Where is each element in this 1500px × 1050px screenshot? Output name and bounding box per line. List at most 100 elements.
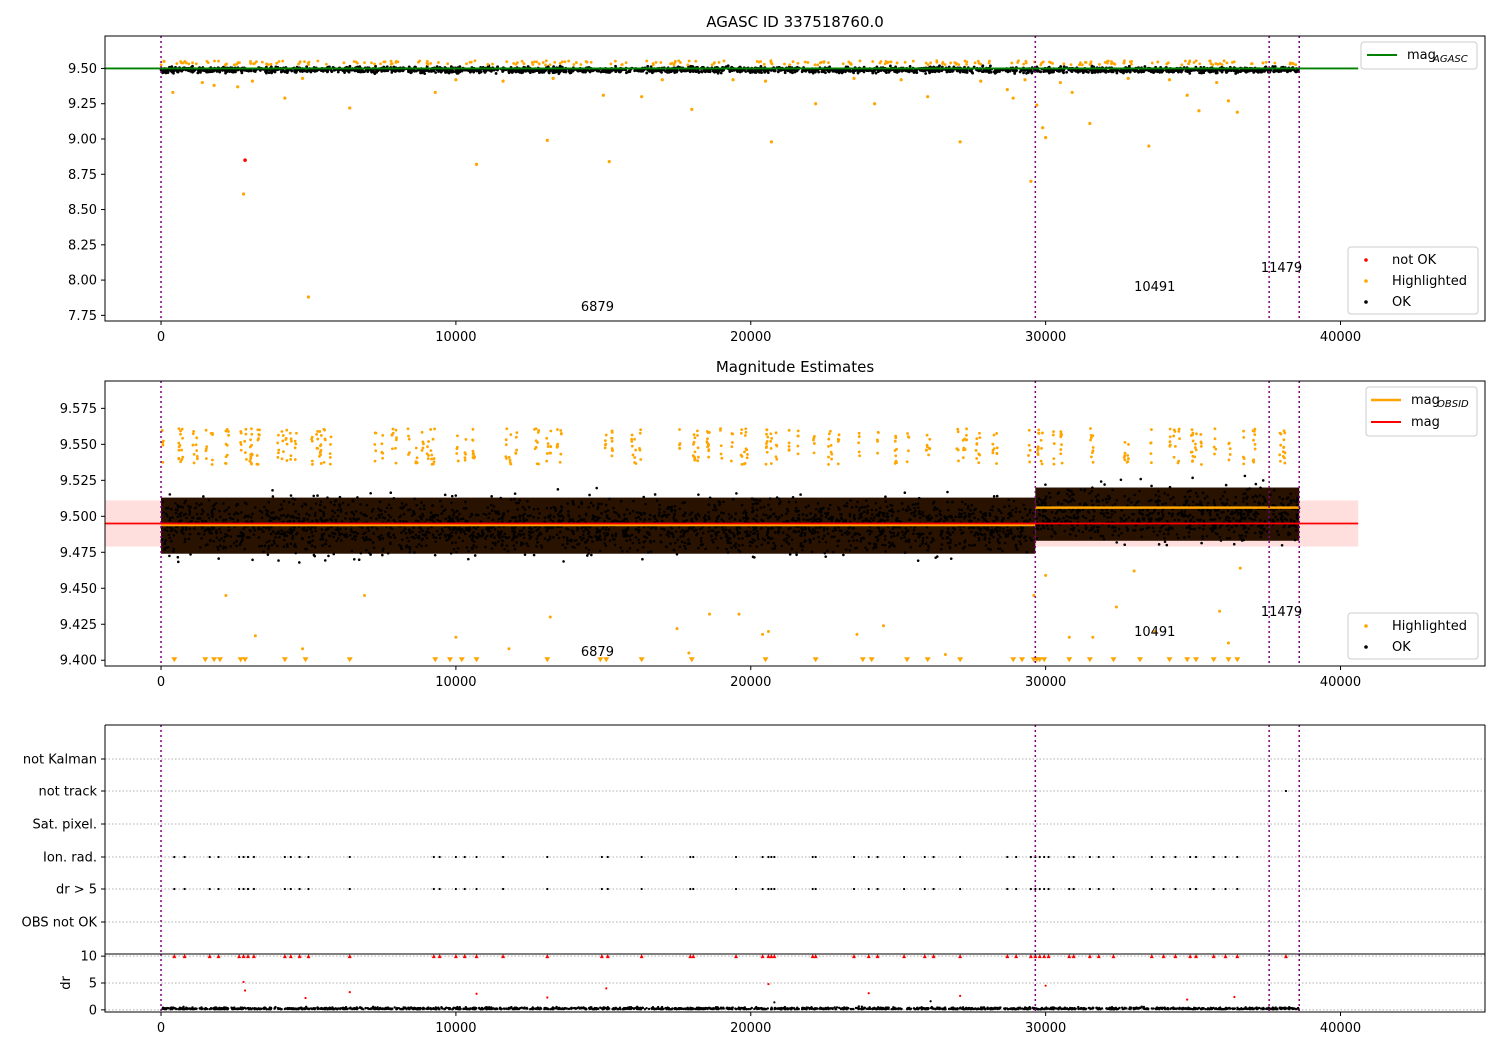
dr-clipped-52 <box>1161 954 1166 959</box>
highlighted-clamped-20 <box>859 657 866 663</box>
flag-point-4-43 <box>1038 887 1041 891</box>
flag-point-3-2 <box>208 855 211 859</box>
legend-swatch-1 <box>1364 645 1368 649</box>
highlighted-point-20 <box>660 78 664 82</box>
flag-point-3-0 <box>173 855 176 859</box>
highlighted-point-7 <box>283 96 287 100</box>
highlighted-points-spikes <box>160 427 1287 466</box>
dr-clipped-32 <box>851 954 856 959</box>
dr-clipped-34 <box>875 954 880 959</box>
flag-point-4-37 <box>932 887 935 891</box>
dr-clipped-23 <box>688 954 693 959</box>
flag-point-4-17 <box>475 887 478 891</box>
y-tick-label-3: 9.475 <box>60 546 97 561</box>
dr-clipped-45 <box>1046 954 1051 959</box>
dr-clipped-7 <box>251 954 256 959</box>
highlighted-point-6 <box>250 79 255 83</box>
highlighted-point-13 <box>474 162 479 166</box>
y-tick-label-0: 0 <box>89 1003 97 1018</box>
dr-clipped-1 <box>182 954 187 959</box>
highlighted-clamped-24 <box>957 657 964 663</box>
y-tick-label-3: 8.50 <box>68 203 97 218</box>
highlighted-point-39 <box>1058 80 1062 85</box>
highlighted-clamped-22 <box>904 657 911 663</box>
ok-points-cloud <box>159 64 1300 76</box>
dr-clipped-55 <box>1194 954 1199 959</box>
highlighted-clamped-32 <box>1086 657 1093 663</box>
x-tick-label-2: 20000 <box>730 330 771 345</box>
legend-obsid-label: mag <box>1411 393 1440 408</box>
highlighted-low-3 <box>362 593 366 597</box>
highlighted-low-10 <box>737 612 741 616</box>
flag-label-4: dr > 5 <box>56 883 97 898</box>
highlighted-point-38 <box>1044 135 1048 140</box>
highlighted-point-40 <box>1070 90 1074 95</box>
dr-clipped-5 <box>241 954 246 959</box>
highlighted-point-16 <box>551 76 555 80</box>
flag-point-4-47 <box>1072 887 1075 891</box>
flag-point-3-27 <box>767 855 770 859</box>
flag-point-3-29 <box>773 855 776 859</box>
highlighted-low-17 <box>1044 573 1048 577</box>
legend-label-1: Highlighted <box>1392 274 1467 289</box>
flag-point-4-23 <box>689 887 692 891</box>
highlighted-low-7 <box>675 627 679 631</box>
y-tick-label-1: 9.425 <box>60 618 97 633</box>
highlighted-point-0 <box>162 59 166 63</box>
highlighted-point-30 <box>958 140 962 144</box>
dr-clipped-41 <box>1028 954 1033 959</box>
highlighted-low-12 <box>766 629 770 633</box>
x-tick-label-2: 20000 <box>730 1021 771 1036</box>
x-tick-label-2: 20000 <box>730 675 771 690</box>
flag-point-3-31 <box>814 855 817 859</box>
highlighted-point-36 <box>1035 103 1039 107</box>
flag-point-4-35 <box>903 887 906 891</box>
flag-point-3-9 <box>289 855 292 859</box>
flag-point-4-7 <box>252 887 256 891</box>
highlighted-clamped-19 <box>812 657 819 663</box>
highlighted-point-47 <box>1215 80 1219 85</box>
obsid-label-6879: 6879 <box>581 300 614 315</box>
highlighted-clamped-35 <box>1166 657 1173 663</box>
highlighted-clamped-2 <box>211 657 218 663</box>
flag-point-4-41 <box>1029 887 1032 891</box>
panel1-title: AGASC ID 337518760.0 <box>706 13 884 31</box>
dr-clipped-14 <box>437 954 442 959</box>
flag-point-3-49 <box>1097 855 1100 859</box>
flag-point-4-19 <box>546 887 549 891</box>
flag-point-3-26 <box>761 855 764 859</box>
legend-upper-box <box>1360 41 1478 70</box>
highlighted-point-49 <box>1235 110 1239 114</box>
flag-label-2: Sat. pixel. <box>33 818 97 833</box>
highlighted-clamped-1 <box>202 657 209 663</box>
legend-swatch-2 <box>1364 300 1368 304</box>
highlighted-clamped-21 <box>868 657 875 663</box>
highlighted-point-14 <box>501 79 505 83</box>
flag-point-3-45 <box>1047 855 1050 859</box>
panel2-plot-area <box>105 381 1359 666</box>
dr-clipped-42 <box>1033 954 1038 959</box>
dr-clipped-33 <box>866 954 871 959</box>
flag-label-3: Ion. rad. <box>43 851 97 866</box>
dr-clipped-58 <box>1235 954 1240 959</box>
dr-clipped-13 <box>431 954 436 959</box>
flag-point-4-58 <box>1236 887 1239 891</box>
flag-point-3-28 <box>770 855 773 859</box>
highlighted-point-26 <box>852 76 856 80</box>
dr-outlier-0 <box>242 980 245 984</box>
flag-point-4-55 <box>1194 887 1198 891</box>
flag-point-4-21 <box>606 887 609 891</box>
dr-clipped-27 <box>766 954 771 959</box>
highlighted-clamped-39 <box>1225 657 1232 663</box>
dr-clipped-24 <box>691 954 696 959</box>
highlighted-point-31 <box>979 79 983 83</box>
flag-label-0: not Kalman <box>23 753 97 768</box>
y-tick-label-5: 9.00 <box>68 132 97 147</box>
highlighted-low-19 <box>1091 635 1095 639</box>
highlighted-point-12 <box>454 78 458 82</box>
flag-point-4-52 <box>1162 887 1165 891</box>
flag-point-3-34 <box>876 855 879 859</box>
y-tick-label-5: 9.525 <box>60 474 97 489</box>
